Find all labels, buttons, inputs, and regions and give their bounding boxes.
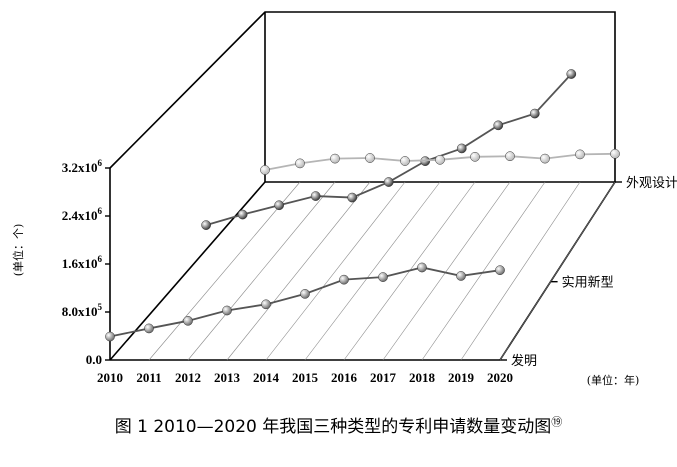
floor-gridline — [187, 181, 336, 361]
floor-gridline — [265, 181, 406, 361]
series-label: 发明 — [511, 353, 537, 369]
data-point — [575, 149, 585, 160]
data-point — [330, 153, 340, 164]
y-tick-label: 1.6x106 — [62, 254, 103, 271]
x-tick-label: 2013 — [214, 370, 241, 385]
x-tick-label: 2010 — [97, 370, 123, 385]
data-point — [310, 191, 321, 201]
floor-gridline — [148, 181, 301, 361]
data-point — [339, 274, 349, 285]
back-plane — [109, 11, 616, 183]
data-point — [529, 108, 540, 119]
data-point — [456, 143, 467, 154]
data-point — [295, 158, 305, 169]
x-tick-label: 2017 — [370, 370, 397, 385]
data-point — [505, 151, 515, 162]
data-point — [495, 265, 505, 276]
figure-caption: 图 1 2010—2020 年我国三种类型的专利申请数量变动图⑲ — [0, 412, 677, 437]
floor-gridline — [499, 181, 616, 361]
x-tick-label: 2011 — [136, 370, 161, 385]
data-point — [470, 151, 480, 162]
patent-chart: 0.0 8.0x105 1.6x106 2.4x106 3.2x106 2010 2011… — [11, 11, 677, 387]
x-tick-label: 2020 — [487, 370, 513, 385]
data-point — [610, 148, 620, 159]
y-tick-exponent: 6 — [98, 206, 103, 216]
x-tick-label: 2015 — [292, 370, 319, 385]
data-point — [222, 305, 232, 316]
data-point — [400, 156, 410, 166]
x-tick-label: 2019 — [448, 370, 475, 385]
data-point — [378, 272, 388, 282]
floor-left-edge — [109, 181, 266, 361]
series-label: 实用新型 — [562, 275, 614, 291]
data-point — [347, 192, 358, 203]
caption-footnote-mark: ⑲ — [551, 415, 563, 429]
data-point — [365, 153, 375, 163]
x-tick-label: 2012 — [175, 370, 201, 385]
data-point — [261, 299, 271, 310]
series-label: 外观设计 — [626, 176, 677, 191]
x-tick-label: 2014 — [253, 370, 280, 385]
data-point — [201, 220, 211, 230]
x-axis-unit-label: (单位：年) — [587, 373, 640, 387]
x-tick-label: 2018 — [409, 370, 436, 385]
y-tick-exponent: 6 — [98, 158, 103, 168]
series-实用新型 — [201, 69, 577, 230]
caption-text: 图 1 2010—2020 年我国三种类型的专利申请数量变动图 — [114, 417, 552, 437]
floor-gridline — [304, 181, 441, 361]
floor-gridline — [382, 181, 511, 361]
data-point — [540, 153, 550, 164]
y-tick-exponent: 5 — [98, 302, 103, 312]
depth-gridlines — [148, 181, 616, 361]
floor-gridline — [226, 181, 371, 361]
data-point — [456, 271, 466, 281]
floor-gridline — [421, 181, 546, 361]
data-point — [300, 289, 310, 299]
data-point — [566, 69, 577, 79]
series-layer: 发明 实用新型 外观设计 — [105, 69, 677, 369]
y-tick-exponent: 6 — [98, 254, 103, 264]
data-point — [493, 120, 504, 131]
x-axis-ticks: 2010 2011 2012 2013 2014 2015 2016 2017 2018 2019… — [97, 370, 513, 385]
chart-frame — [109, 11, 622, 361]
data-point — [417, 262, 427, 273]
data-point — [237, 209, 248, 220]
y-axis-unit-label: (单位：个) — [11, 224, 25, 277]
y-axis-ticks: 0.0 8.0x105 1.6x106 2.4x106 3.2x106 — [62, 158, 110, 367]
data-point — [183, 315, 193, 326]
data-point — [144, 323, 154, 334]
data-point — [274, 200, 284, 211]
y-tick-label: 0.0 — [86, 352, 102, 367]
y-tick-label: 8.0x105 — [62, 302, 103, 319]
data-point — [260, 165, 270, 175]
series-外观设计 — [260, 148, 620, 175]
y-tick-label: 3.2x106 — [62, 158, 103, 175]
floor-gridline — [460, 181, 581, 361]
series-发明 — [105, 262, 505, 342]
data-point — [383, 177, 394, 187]
y-tick-label: 2.4x106 — [62, 206, 103, 223]
data-point — [435, 154, 445, 165]
x-tick-label: 2016 — [331, 370, 358, 385]
data-point — [105, 331, 115, 342]
